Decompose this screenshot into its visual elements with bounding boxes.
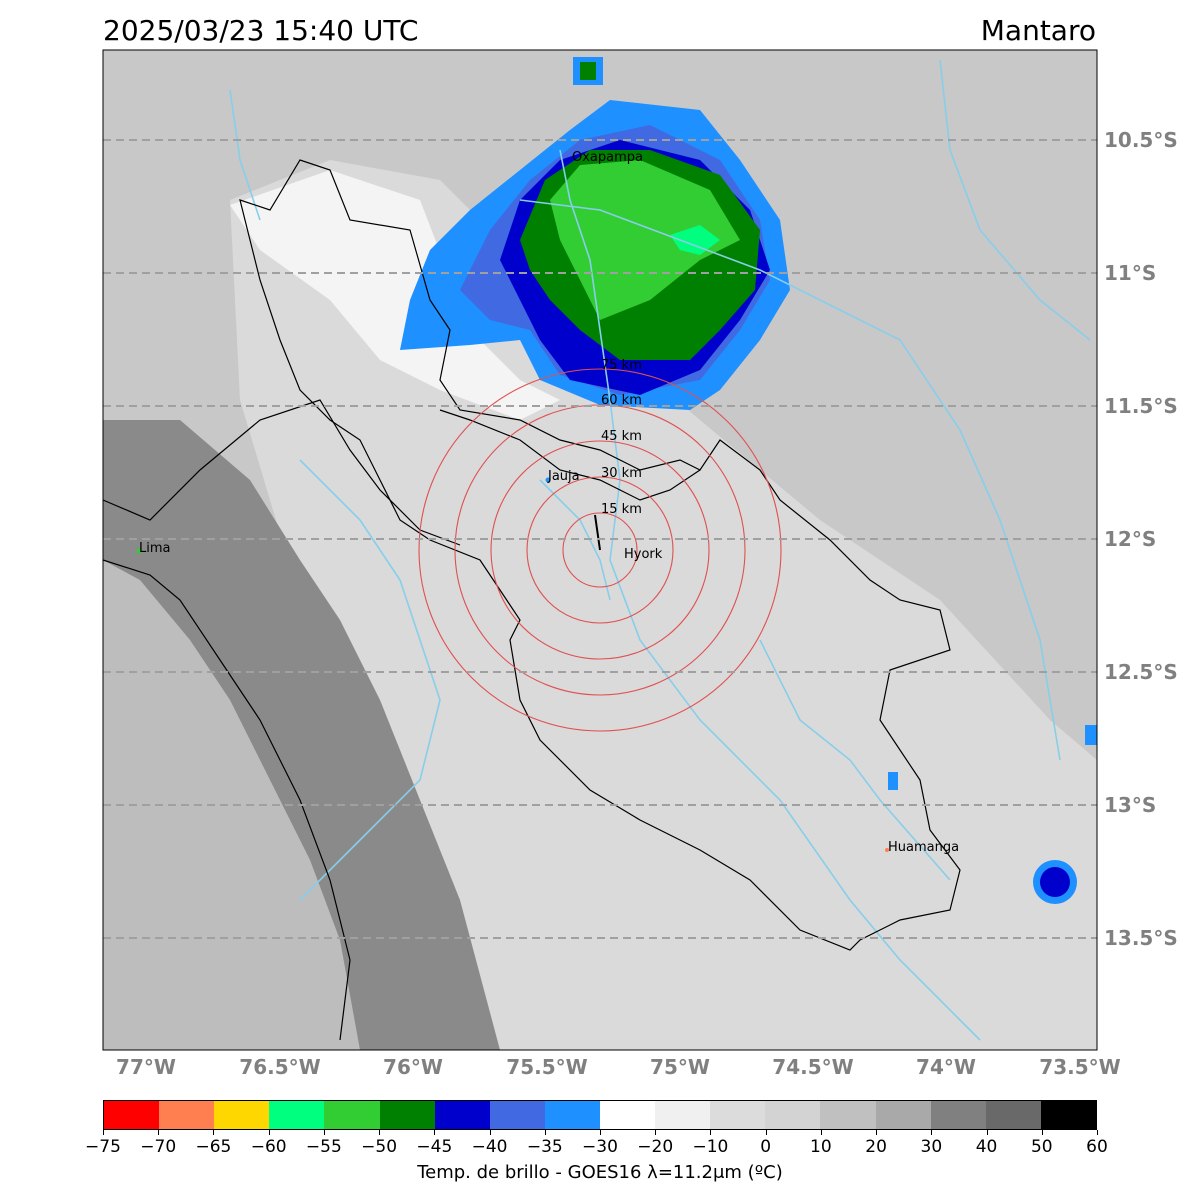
ring-label-75km: 75 km: [601, 358, 642, 373]
colorbar-tickmark: [323, 1130, 325, 1135]
colorbar-swatch: [324, 1101, 380, 1129]
lon-label-76w: 76°W: [383, 1055, 443, 1079]
colorbar-tick-label: −40: [471, 1137, 508, 1157]
colorbar-tickmark: [820, 1130, 822, 1135]
colorbar-tick-label: 10: [810, 1137, 832, 1157]
colorbar-swatch: [710, 1101, 766, 1129]
ring-75km: [418, 368, 782, 732]
city-jauja: Jauja: [547, 469, 580, 484]
colorbar-tickmark: [158, 1130, 160, 1135]
ring-45km: [490, 440, 710, 660]
colorbar-tick-label: −65: [195, 1137, 232, 1157]
colorbar-swatch: [269, 1101, 325, 1129]
colorbar-tickmark: [710, 1130, 712, 1135]
colorbar-tickmark: [1041, 1130, 1043, 1135]
colorbar-tickmark: [765, 1130, 767, 1135]
lat-label-13s: 13°S: [1104, 793, 1157, 817]
colorbar-swatch: [214, 1101, 270, 1129]
colorbar-tick-label: 0: [760, 1137, 772, 1157]
city-huamanga: Huamanga: [888, 840, 959, 855]
colorbar-tick-label: −70: [140, 1137, 177, 1157]
city-hyork: Hyork: [624, 547, 663, 562]
rivers: [229, 59, 1091, 1041]
colorbar-swatch: [875, 1101, 931, 1129]
lon-label-77w: 77°W: [116, 1055, 176, 1079]
cloud-limegreen: [550, 160, 740, 320]
colorbar-swatch: [599, 1101, 656, 1129]
colorbar-swatch: [1040, 1101, 1096, 1129]
lat-label-13-5s: 13.5°S: [1104, 926, 1178, 950]
colorbar-tick-label: 30: [920, 1137, 943, 1157]
city-lima: Lima: [139, 541, 170, 556]
lat-label-11-5s: 11.5°S: [1104, 394, 1178, 418]
temperature-colorbar: [103, 1100, 1097, 1130]
ring-15km: [562, 512, 638, 588]
colorbar-tickmark: [489, 1130, 491, 1135]
city-oxapampa: Oxapampa: [572, 150, 643, 165]
lat-label-11s: 11°S: [1104, 261, 1157, 285]
colorbar-tick-label: −30: [582, 1137, 618, 1157]
ring-label-15km: 15 km: [601, 502, 642, 517]
colorbar-label: Temp. de brillo - GOES16 λ=11.2μm (ºC): [417, 1162, 783, 1183]
colorbar-tickmark: [379, 1130, 381, 1135]
colorbar-swatch: [159, 1101, 215, 1129]
colorbar-tick-label: −10: [692, 1137, 729, 1157]
colorbar-swatch: [434, 1101, 490, 1129]
colorbar-tick-label: 20: [865, 1137, 887, 1157]
colorbar-tick-label: −35: [526, 1137, 563, 1157]
radar-beam: [594, 514, 601, 551]
colorbar-swatch: [544, 1101, 600, 1129]
colorbar-tick-label: −55: [305, 1137, 342, 1157]
lon-label-75-5w: 75.5°W: [506, 1055, 588, 1079]
colorbar-swatch: [820, 1101, 876, 1129]
lat-gridlines: [103, 139, 1097, 939]
lat-label-12-5s: 12.5°S: [1104, 660, 1178, 684]
ocean-area: [103, 560, 360, 1050]
lon-label-74w: 74°W: [916, 1055, 976, 1079]
colorbar-tickmark: [544, 1130, 546, 1135]
satellite-map: 15 km 30 km 45 km 60 km 75 km Oxapampa J…: [102, 49, 1098, 1051]
ring-label-60km: 60 km: [601, 393, 642, 408]
colorbar-swatch: [985, 1101, 1041, 1129]
colorbar-swatch: [930, 1101, 986, 1129]
cloud-springgreen: [670, 225, 720, 255]
colorbar-tickmark: [931, 1130, 933, 1135]
colorbar-tickmark: [103, 1130, 104, 1135]
colorbar-tick-label: −75: [85, 1137, 121, 1157]
colorbar-swatch: [104, 1101, 160, 1129]
colorbar-tickmark: [268, 1130, 270, 1135]
lon-label-76-5w: 76.5°W: [239, 1055, 321, 1079]
colorbar-tickmark: [1097, 1130, 1098, 1135]
ring-30km: [526, 476, 674, 624]
lat-label-12s: 12°S: [1104, 527, 1157, 551]
white-cloud-area: [230, 170, 560, 420]
map-region-title: Mantaro: [980, 14, 1096, 47]
lon-label-73-5w: 73.5°W: [1039, 1055, 1121, 1079]
lat-label-10-5s: 10.5°S: [1104, 128, 1178, 152]
map-datetime: 2025/03/23 15:40 UTC: [103, 14, 419, 47]
colorbar-tick-label: −45: [416, 1137, 453, 1157]
colorbar-tick-label: −60: [250, 1137, 287, 1157]
colorbar-tickmark: [600, 1130, 601, 1135]
colorbar-tickmark: [876, 1130, 878, 1135]
colorbar-tick-label: 60: [1086, 1137, 1108, 1157]
ring-label-30km: 30 km: [601, 466, 642, 481]
colorbar-tick-label: −20: [637, 1137, 674, 1157]
colorbar-tickmark: [655, 1130, 657, 1135]
colorbar-swatch: [765, 1101, 821, 1129]
lon-label-74-5w: 74.5°W: [772, 1055, 854, 1079]
lon-label-75w: 75°W: [650, 1055, 710, 1079]
colorbar-tick-label: 40: [975, 1137, 998, 1157]
colorbar-swatch: [379, 1101, 435, 1129]
colorbar-tick-label: 50: [1030, 1137, 1053, 1157]
colorbar-swatch: [489, 1101, 545, 1129]
colorbar-tickmark: [434, 1130, 436, 1135]
colorbar-tick-label: −50: [361, 1137, 398, 1157]
colorbar-tickmark: [986, 1130, 988, 1135]
ring-label-45km: 45 km: [601, 429, 642, 444]
colorbar-swatch: [655, 1101, 711, 1129]
colorbar-tickmark: [213, 1130, 215, 1135]
